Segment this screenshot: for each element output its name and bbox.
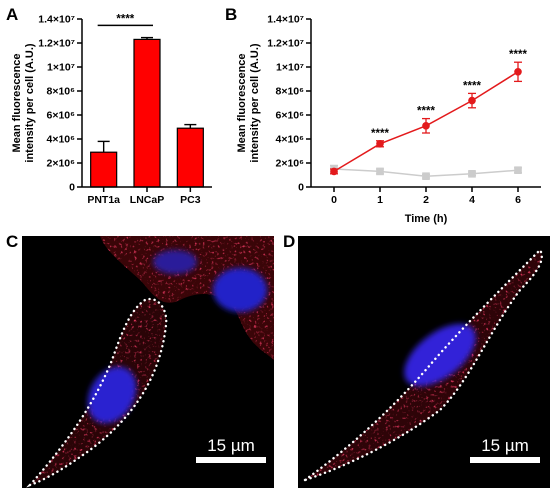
bars-a [90, 36, 204, 188]
y-axis-title-a-line1: Mean fluorescence [11, 53, 23, 152]
bar-pc3 [176, 127, 204, 188]
data-point-gray [468, 170, 476, 178]
scale-bar-label-d: 15 µm [481, 436, 529, 455]
x-axis-b: 0 1 2 4 6 [311, 186, 541, 206]
y-tick-label-a: 1.4×10⁷ [38, 14, 75, 26]
scale-bar-label-c: 15 µm [207, 436, 255, 455]
micrograph-d: 15 µm [298, 236, 550, 488]
y-tick-label-a: 6×10⁶ [47, 110, 76, 122]
data-point-red [376, 140, 384, 148]
scale-bar-c [196, 457, 266, 463]
panel-letter-d: D [283, 232, 295, 251]
neighbor-nucleus-c-2 [153, 250, 197, 274]
significance-label-b: **** [463, 80, 481, 92]
data-point-gray [514, 166, 522, 174]
panel-letter-b: B [225, 5, 237, 24]
micrograph-c: 15 µm [22, 236, 274, 488]
nucleus-c [87, 366, 137, 424]
y-axis-a: 0 2×10⁶ 4×10⁶ 6×10⁶ 8×10⁶ 1×10⁷ 1.2×10⁷ 1.4×10⁷ [38, 14, 83, 194]
series-b: **** **** **** **** [330, 49, 527, 180]
panel-letter-c: C [6, 232, 18, 251]
bar-lncap [133, 38, 161, 188]
y-tick-label-a: 1.2×10⁷ [38, 38, 75, 50]
x-tick-label-lncap: LNCaP [130, 194, 164, 206]
y-tick-label-b: 6×10⁶ [276, 110, 305, 122]
x-tick-label-b: 1 [377, 194, 383, 206]
significance-bracket-a: **** [97, 13, 153, 27]
x-tick-label-b: 4 [469, 194, 475, 206]
nucleus-d [404, 323, 476, 387]
x-tick-label-b: 0 [331, 194, 337, 206]
bar-pnt1a [90, 151, 118, 188]
cell-outline-c [26, 297, 168, 488]
y-tick-label-b: 1.2×10⁷ [267, 38, 304, 50]
significance-label-a: **** [116, 13, 134, 25]
x-tick-label-b: 6 [515, 194, 521, 206]
y-tick-label-b: 1×10⁷ [276, 62, 304, 74]
y-tick-label-a: 0 [69, 182, 75, 194]
panel-letter-a: A [6, 5, 18, 24]
data-point-red [330, 167, 338, 176]
y-tick-label-a: 2×10⁶ [47, 158, 76, 170]
x-tick-label-pnt1a: PNT1a [87, 194, 120, 206]
x-tick-label-b: 2 [423, 194, 429, 206]
significance-label-b: **** [509, 49, 527, 61]
bar-chart-a: 0 2×10⁶ 4×10⁶ 6×10⁶ 8×10⁶ 1×10⁷ 1.2×10⁷ 1.4×10⁷… [11, 13, 212, 206]
cell-outline-d [304, 248, 543, 482]
data-point-gray [422, 172, 430, 180]
y-axis-title-b-line1: Mean fluorescence [236, 53, 248, 152]
line-chart-b: 0 2×10⁶ 4×10⁶ 6×10⁶ 8×10⁶ 1×10⁷ 1.2×10⁷ 1.4×10⁷… [236, 14, 541, 225]
significance-label-b: **** [371, 128, 389, 140]
data-point-red [468, 96, 476, 105]
scale-bar-d [470, 457, 540, 463]
y-tick-label-a: 1×10⁷ [47, 62, 75, 74]
y-tick-label-b: 8×10⁶ [276, 86, 305, 98]
data-point-red [422, 122, 430, 130]
y-tick-label-b: 2×10⁶ [276, 158, 305, 170]
y-axis-title-b-line2: intensity per cell (A.U.) [249, 43, 261, 163]
y-tick-label-a: 8×10⁶ [47, 86, 76, 98]
neighbor-nucleus-c [213, 268, 267, 312]
y-axis-title-a-line2: intensity per cell (A.U.) [24, 43, 36, 163]
y-tick-label-b: 1.4×10⁷ [267, 14, 304, 26]
x-tick-label-pc3: PC3 [180, 194, 201, 206]
y-tick-label-a: 4×10⁶ [47, 134, 76, 146]
x-axis-a: PNT1a LNCaP PC3 [82, 186, 212, 206]
y-tick-label-b: 4×10⁶ [276, 134, 305, 146]
y-tick-label-b: 0 [298, 182, 304, 194]
significance-label-b: **** [417, 106, 435, 118]
y-axis-b: 0 2×10⁶ 4×10⁶ 6×10⁶ 8×10⁶ 1×10⁷ 1.2×10⁷ 1.4×10⁷ [267, 14, 312, 194]
data-point-red [514, 68, 522, 76]
x-axis-title-b: Time (h) [405, 213, 448, 225]
data-point-gray [376, 167, 384, 176]
